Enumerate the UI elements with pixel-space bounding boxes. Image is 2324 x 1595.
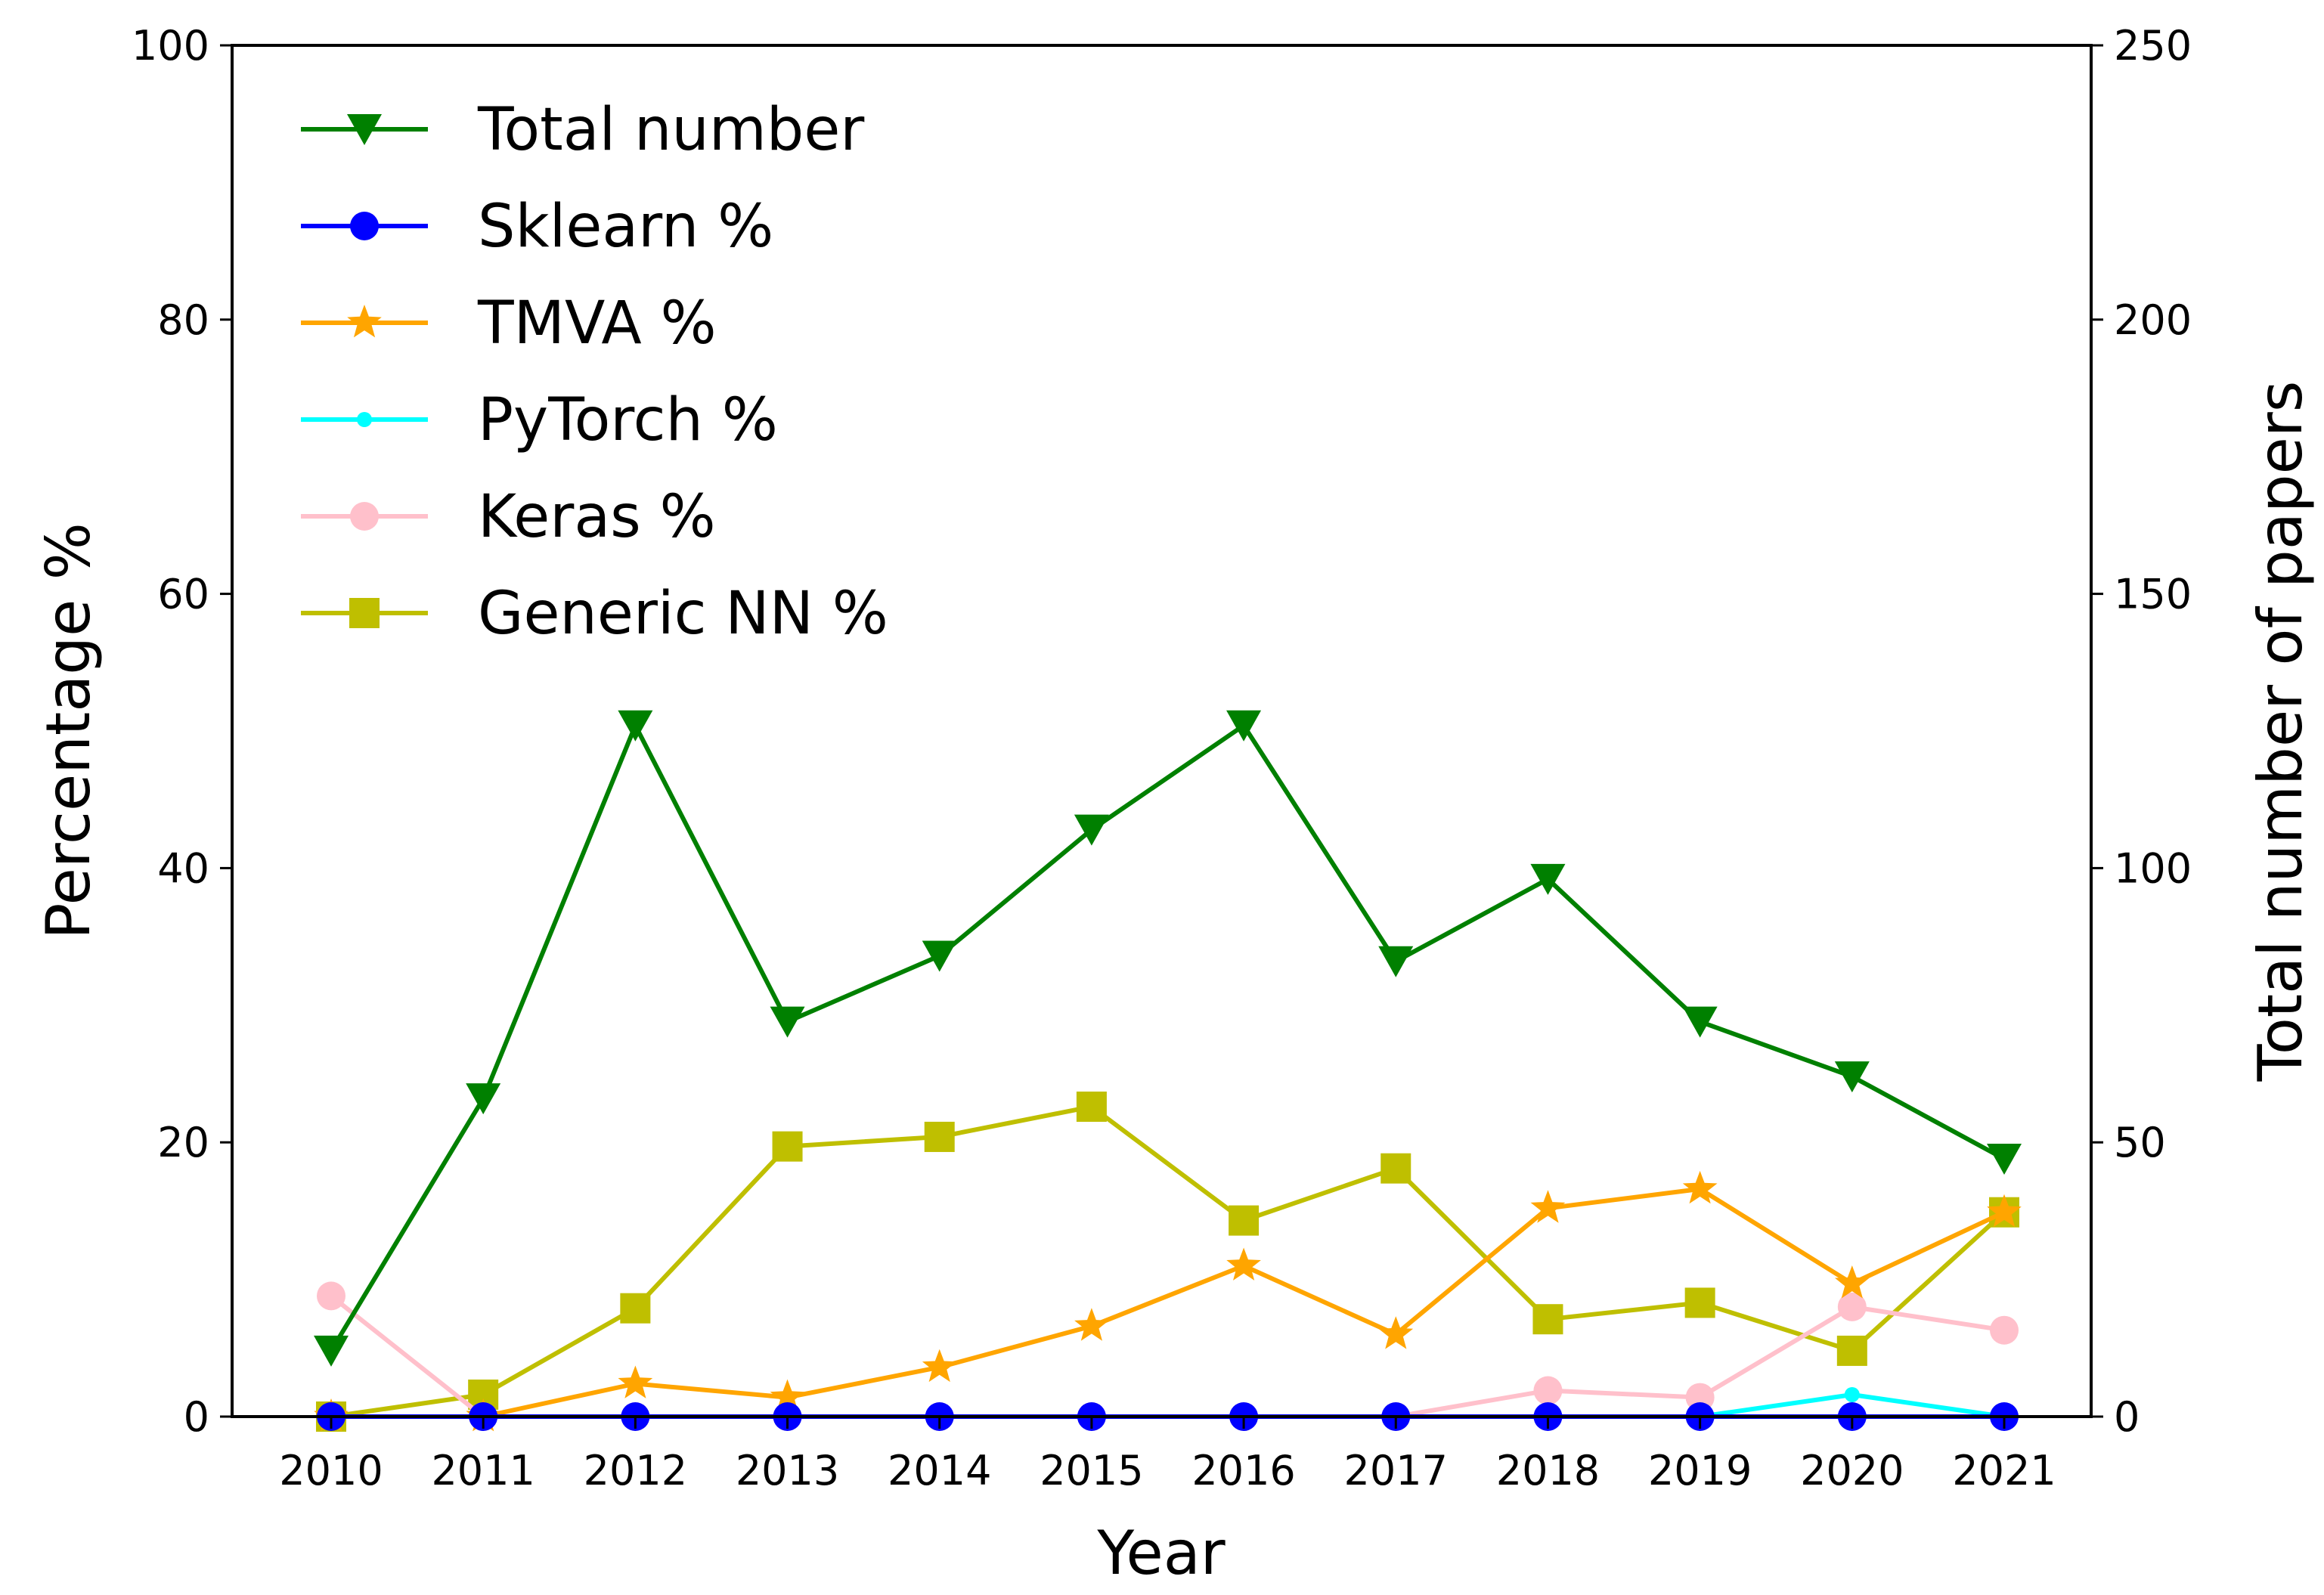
legend-marker <box>347 114 382 145</box>
data-point-total-number-2015 <box>1074 814 1109 846</box>
series-line-total-number <box>329 723 2006 1352</box>
x-tick-label: 2012 <box>584 1447 687 1494</box>
left-y-axis-title: Percentage % <box>33 522 104 939</box>
plot-frame <box>231 44 2093 1418</box>
data-point-generic-nn-2013 <box>772 1131 803 1162</box>
legend-label: TMVA % <box>477 290 717 358</box>
data-point-pytorch-2020 <box>1844 1386 1860 1402</box>
data-point-keras-2010 <box>317 1281 346 1311</box>
right-y-tick-label: 100 <box>2114 844 2192 892</box>
data-point-total-number-2014 <box>922 940 957 972</box>
x-tick-label: 2016 <box>1191 1447 1295 1494</box>
legend-marker <box>349 598 380 628</box>
legend-label: Keras % <box>478 483 716 551</box>
data-point-generic-nn-2016 <box>1229 1205 1260 1236</box>
x-tick-label: 2020 <box>1800 1447 1904 1494</box>
legend-entry-total-number: Total number <box>301 96 865 164</box>
data-point-tmva-2012 <box>618 1365 653 1398</box>
data-point-tmva-2017 <box>1378 1316 1414 1349</box>
data-point-total-number-2010 <box>314 1335 349 1367</box>
left-y-tick-label: 40 <box>157 844 209 892</box>
x-tick-label: 2014 <box>888 1447 991 1494</box>
data-point-total-number-2017 <box>1378 946 1414 977</box>
legend-entry-tmva: TMVA % <box>301 290 717 358</box>
ticks-layer: 2010 2011 2012 2013 2014 2015 2016 2017 2018 2019… <box>132 22 2192 1494</box>
series-line-pytorch <box>331 1392 2005 1419</box>
left-y-tick-label: 0 <box>184 1393 209 1441</box>
series-line-tmva <box>331 1186 2006 1419</box>
x-tick-label: 2010 <box>279 1447 383 1494</box>
legend-entry-sklearn: Sklearn % <box>301 193 773 261</box>
series-layer <box>314 710 2022 1432</box>
data-point-generic-nn-2014 <box>924 1121 955 1152</box>
data-point-generic-nn-2019 <box>1684 1287 1715 1318</box>
data-point-total-number-2011 <box>466 1083 501 1115</box>
series-tmva <box>314 1170 2022 1432</box>
left-y-tick-label: 60 <box>157 571 209 618</box>
legend-marker <box>347 305 382 338</box>
left-y-tick-label: 80 <box>157 296 209 344</box>
data-point-total-number-2020 <box>1834 1061 1870 1093</box>
legend: Total number Sklearn % TMVA % PyTorch % Kera… <box>301 96 888 648</box>
data-point-generic-nn-2020 <box>1836 1335 1867 1366</box>
data-point-tmva-2020 <box>1835 1265 1870 1299</box>
legend-entry-pytorch: PyTorch % <box>301 386 778 454</box>
data-point-generic-nn-2018 <box>1532 1304 1563 1335</box>
data-point-tmva-2013 <box>770 1379 805 1412</box>
legend-entry-keras: Keras % <box>301 483 716 551</box>
right-y-tick-label: 200 <box>2114 296 2192 344</box>
data-point-tmva-2015 <box>1074 1308 1109 1341</box>
x-tick-label: 2017 <box>1344 1447 1448 1494</box>
x-tick-label: 2015 <box>1040 1447 1143 1494</box>
left-y-tick-label: 20 <box>157 1119 209 1166</box>
x-tick-label: 2013 <box>736 1447 839 1494</box>
right-y-tick-label: 250 <box>2114 22 2192 70</box>
data-point-keras-2021 <box>1990 1315 2019 1345</box>
data-point-total-number-2013 <box>770 1006 805 1038</box>
x-tick-label: 2019 <box>1648 1447 1752 1494</box>
x-axis-title: Year <box>1096 1518 1225 1588</box>
legend-marker <box>350 212 379 240</box>
series-line-generic-nn <box>330 1104 2006 1419</box>
data-point-generic-nn-2015 <box>1076 1092 1107 1123</box>
series-line-keras <box>330 1294 2005 1419</box>
data-point-keras-2020 <box>1837 1292 1867 1321</box>
data-point-total-number-2019 <box>1682 1006 1718 1038</box>
legend-label: Total number <box>477 96 865 164</box>
data-point-total-number-2021 <box>1987 1143 2022 1175</box>
data-point-total-number-2012 <box>618 710 653 742</box>
data-point-total-number-2016 <box>1226 710 1262 742</box>
data-point-total-number-2018 <box>1530 863 1566 895</box>
x-tick-label: 2018 <box>1496 1447 1600 1494</box>
legend-marker <box>357 412 372 427</box>
data-point-tmva-2014 <box>922 1349 957 1383</box>
legend-label: PyTorch % <box>478 386 778 454</box>
right-y-tick-label: 50 <box>2114 1119 2166 1166</box>
data-point-generic-nn-2012 <box>620 1293 651 1324</box>
right-y-axis-title: Total number of papers <box>2245 381 2316 1082</box>
right-y-tick-label: 0 <box>2114 1393 2140 1441</box>
data-point-tmva-2019 <box>1682 1170 1718 1204</box>
right-y-tick-label: 150 <box>2114 571 2192 618</box>
x-tick-label: 2021 <box>1952 1447 2056 1494</box>
legend-marker <box>350 502 379 531</box>
legend-label: Sklearn % <box>478 193 773 261</box>
legend-label: Generic NN % <box>478 580 888 648</box>
x-tick-label: 2011 <box>431 1447 535 1494</box>
legend-entry-generic-nn: Generic NN % <box>301 580 888 648</box>
series-generic-nn <box>316 1092 2019 1432</box>
series-total-number <box>314 710 2022 1367</box>
data-point-tmva-2016 <box>1226 1247 1261 1281</box>
data-point-tmva-2018 <box>1530 1190 1566 1223</box>
data-point-tmva-2021 <box>1987 1194 2022 1228</box>
data-point-keras-2018 <box>1533 1376 1563 1405</box>
left-y-tick-label: 100 <box>132 22 209 70</box>
data-point-generic-nn-2017 <box>1380 1153 1411 1184</box>
